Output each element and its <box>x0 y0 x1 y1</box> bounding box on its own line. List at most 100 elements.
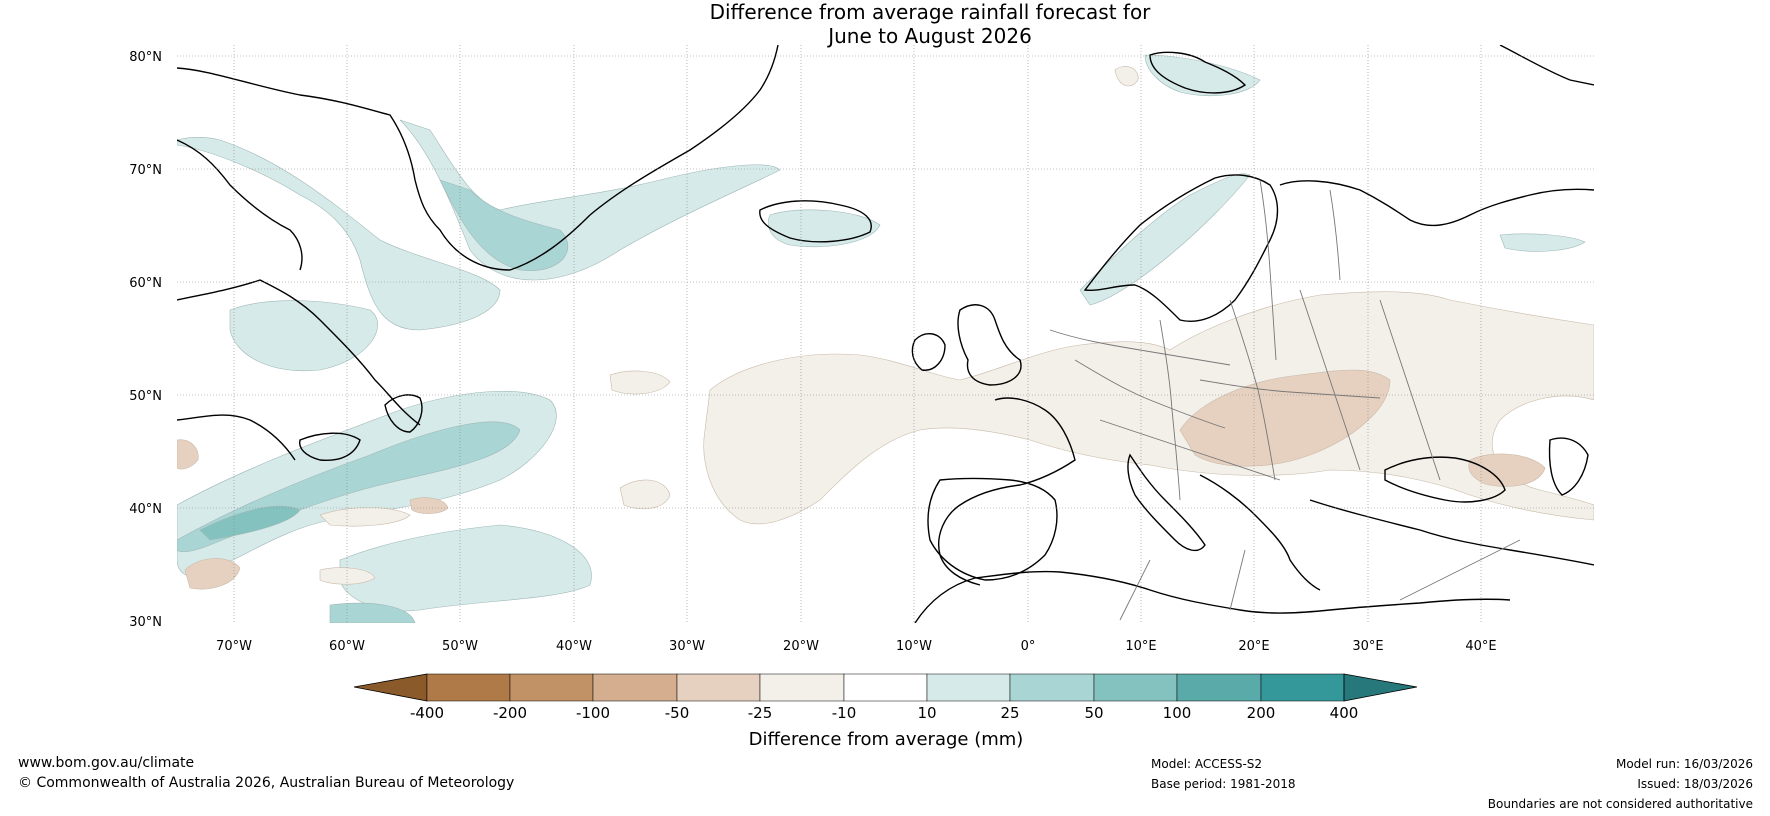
coastline-turkey <box>1309 499 1594 566</box>
coastline-italy <box>1127 453 1206 552</box>
lon-label: 20°W <box>783 639 819 654</box>
coastline-labrador <box>177 279 421 426</box>
coastline-britain <box>957 304 1022 386</box>
lon-label: 30°W <box>669 639 705 654</box>
colorbar-segment <box>426 673 511 702</box>
coastline-iberia <box>927 477 1058 581</box>
lon-label: 20°E <box>1238 639 1269 654</box>
colorbar-segment <box>843 673 928 702</box>
dry-field-atlantic <box>703 291 1594 525</box>
colorbar-tick: -50 <box>665 704 690 722</box>
lon-label: 10°W <box>896 639 932 654</box>
wet-field-labrador-sea <box>177 136 501 331</box>
dry-field-mid-b <box>409 497 449 514</box>
coastline-scandinavia <box>1083 174 1279 322</box>
coastline-iceland <box>759 200 872 243</box>
lon-label: 50°W <box>442 639 478 654</box>
map-area <box>177 45 1594 623</box>
issued-text: Issued: 18/03/2026 <box>1637 777 1753 791</box>
wet-field-greenland-core <box>439 179 569 271</box>
wet-anomaly-fields <box>177 54 1586 623</box>
colorbar-tick: -400 <box>410 704 444 722</box>
colorbar-segment <box>1176 673 1262 702</box>
coastline-us-east <box>177 414 296 461</box>
lat-label: 30°N <box>129 615 162 630</box>
colorbar-tick: -200 <box>493 704 527 722</box>
dry-field-greenland-east <box>1114 66 1139 87</box>
lat-label: 60°N <box>129 276 162 291</box>
colorbar-segment <box>676 673 761 702</box>
dry-field-black-sea <box>1468 453 1546 487</box>
coastline-north-africa <box>914 570 1511 623</box>
coastline-finland-russia <box>1279 180 1594 227</box>
coastline-balkans-greece <box>1199 474 1321 591</box>
lon-label: 0° <box>1021 639 1036 654</box>
colorbar-extend-high <box>1343 673 1418 702</box>
colorbar-segment <box>759 673 845 702</box>
colorbar-tick: -100 <box>576 704 610 722</box>
wet-field-barents <box>1499 233 1586 252</box>
wet-field-gulf-stream-core <box>199 505 301 541</box>
wet-field-midatlantic-core <box>329 602 416 623</box>
coastlines <box>177 45 1594 623</box>
lon-label: 40°E <box>1465 639 1496 654</box>
colorbar-tick: 10 <box>917 704 936 722</box>
colorbar-extend-low <box>353 673 428 702</box>
longitude-labels: 70°W 60°W 50°W 40°W 30°W 20°W 10°W 0° 10… <box>216 639 1497 654</box>
coastline-greenland <box>177 45 779 271</box>
wet-field-iceland <box>767 209 881 248</box>
title-line-1: Difference from average rainfall forecas… <box>709 0 1151 24</box>
wet-field-scandinavia <box>1079 173 1251 306</box>
base-period-text: Base period: 1981-2018 <box>1151 777 1296 791</box>
wet-field-nova-scotia <box>229 300 378 372</box>
map-title: Difference from average rainfall forecas… <box>0 0 1770 48</box>
coastline-novaya-zemlya <box>1499 45 1594 86</box>
coastline-svalbard <box>1149 51 1247 94</box>
colorbar-label: Difference from average (mm) <box>749 729 1024 750</box>
dry-field-us-east <box>177 439 199 470</box>
dry-field-mid-a <box>319 507 411 527</box>
colorbar-segment <box>926 673 1011 702</box>
dry-field-azores <box>609 370 671 395</box>
colorbar-segment <box>1260 673 1345 702</box>
website-link[interactable]: www.bom.gov.au/climate <box>18 755 195 771</box>
coastline-ireland <box>911 333 946 371</box>
graticule <box>177 45 1594 623</box>
lat-label: 70°N <box>129 163 162 178</box>
colorbar-tick: 50 <box>1084 704 1103 722</box>
lat-label: 50°N <box>129 389 162 404</box>
colorbar-tick: 200 <box>1247 704 1276 722</box>
dry-field-subtropical-west <box>184 558 241 590</box>
dry-field-mid-c <box>319 567 376 585</box>
lon-label: 40°W <box>556 639 592 654</box>
dry-field-canary <box>619 479 671 510</box>
lat-label: 80°N <box>129 50 162 65</box>
coastline-baffin <box>177 139 303 271</box>
latitude-labels: 80°N 70°N 60°N 50°N 40°N 30°N <box>129 50 162 630</box>
country-borders <box>1049 179 1521 621</box>
colorbar-tick: 25 <box>1000 704 1019 722</box>
copyright-text: © Commonwealth of Australia 2026, Austra… <box>18 775 515 791</box>
title-line-2: June to August 2026 <box>828 24 1032 48</box>
model-run-text: Model run: 16/03/2026 <box>1615 757 1753 771</box>
lon-label: 30°E <box>1352 639 1383 654</box>
colorbar-segment <box>1093 673 1178 702</box>
lon-label: 60°W <box>329 639 365 654</box>
lon-label: 10°E <box>1125 639 1156 654</box>
colorbar-tick: 400 <box>1330 704 1359 722</box>
colorbar-segment <box>592 673 678 702</box>
colorbar-tick: -10 <box>832 704 857 722</box>
model-text: Model: ACCESS-S2 <box>1151 757 1263 771</box>
dry-field-central-europe <box>1179 369 1391 467</box>
coastline-caspian <box>1548 437 1589 496</box>
colorbar-segment <box>509 673 594 702</box>
colorbar-tick: 100 <box>1163 704 1192 722</box>
wet-field-midatlantic <box>339 524 592 612</box>
lat-label: 40°N <box>129 502 162 517</box>
lon-label: 70°W <box>216 639 252 654</box>
disclaimer-text: Boundaries are not considered authoritat… <box>1487 797 1753 811</box>
colorbar-tick: -25 <box>748 704 773 722</box>
colorbar-segment <box>1009 673 1095 702</box>
dry-anomaly-fields <box>177 66 1594 590</box>
